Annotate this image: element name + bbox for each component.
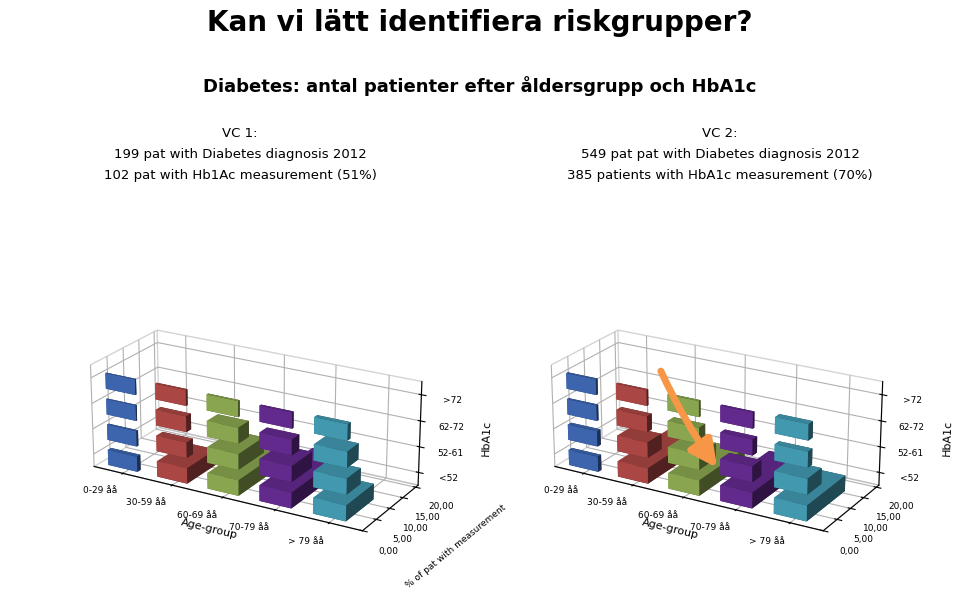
Text: VC 1:: VC 1: [223,127,257,140]
Y-axis label: % of pat with measurement: % of pat with measurement [404,503,508,590]
X-axis label: Age-group: Age-group [641,517,700,540]
Text: 549 pat pat with Diabetes diagnosis 2012: 549 pat pat with Diabetes diagnosis 2012 [581,148,859,161]
Text: Kan vi lätt identifiera riskgrupper?: Kan vi lätt identifiera riskgrupper? [207,9,753,37]
Text: 199 pat with Diabetes diagnosis 2012: 199 pat with Diabetes diagnosis 2012 [113,148,367,161]
Text: Diabetes: antal patienter efter åldersgrupp och HbA1c: Diabetes: antal patienter efter åldersgr… [204,76,756,96]
X-axis label: Age-group: Age-group [180,517,239,540]
Text: 102 pat with Hb1Ac measurement (51%): 102 pat with Hb1Ac measurement (51%) [104,169,376,182]
Text: 385 patients with HbA1c measurement (70%): 385 patients with HbA1c measurement (70%… [567,169,873,182]
Text: VC 2:: VC 2: [703,127,737,140]
